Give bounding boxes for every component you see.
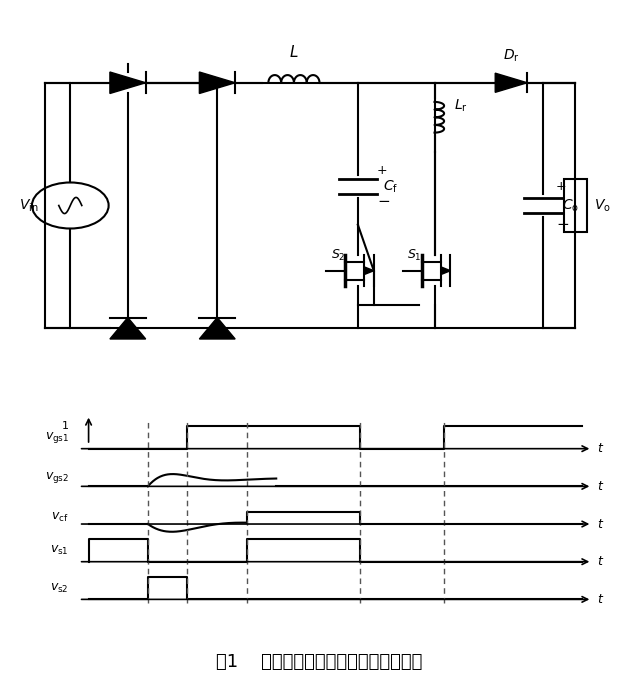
Text: −: − (556, 217, 569, 232)
Text: $S_{1}$: $S_{1}$ (407, 248, 422, 263)
Text: $V_{\mathrm{in}}$: $V_{\mathrm{in}}$ (19, 197, 38, 214)
Text: $v_{\mathrm{s2}}$: $v_{\mathrm{s2}}$ (50, 582, 69, 595)
Text: $v_{\mathrm{cf}}$: $v_{\mathrm{cf}}$ (51, 511, 69, 524)
Text: +: + (377, 164, 388, 177)
Polygon shape (199, 318, 235, 339)
Polygon shape (110, 318, 146, 339)
Text: 1: 1 (62, 421, 69, 431)
Text: $v_{\mathrm{gs2}}$: $v_{\mathrm{gs2}}$ (45, 470, 69, 485)
Bar (564, 179, 587, 232)
Polygon shape (495, 73, 527, 92)
Polygon shape (199, 72, 235, 93)
Text: 图1    扩展周期准谐振功率因数校正电路: 图1 扩展周期准谐振功率因数校正电路 (217, 653, 422, 671)
Text: $V_{\mathrm{o}}$: $V_{\mathrm{o}}$ (594, 197, 611, 214)
Text: $t$: $t$ (597, 443, 604, 455)
Polygon shape (364, 267, 374, 275)
Text: $D_{\mathrm{r}}$: $D_{\mathrm{r}}$ (503, 47, 520, 64)
Text: $t$: $t$ (597, 593, 604, 606)
Text: $v_{\mathrm{s1}}$: $v_{\mathrm{s1}}$ (50, 544, 69, 557)
Text: $C_{\mathrm{o}}$: $C_{\mathrm{o}}$ (562, 197, 580, 214)
Text: $L$: $L$ (289, 44, 298, 60)
Text: $L_{\mathrm{r}}$: $L_{\mathrm{r}}$ (454, 97, 468, 114)
Text: $S_{2}$: $S_{2}$ (330, 248, 345, 263)
Text: $t$: $t$ (597, 556, 604, 568)
Text: $C_{\mathrm{f}}$: $C_{\mathrm{f}}$ (383, 178, 399, 195)
Polygon shape (441, 267, 450, 275)
Text: $v_{\mathrm{gs1}}$: $v_{\mathrm{gs1}}$ (45, 430, 69, 445)
Text: $t$: $t$ (597, 518, 604, 530)
Text: −: − (377, 194, 390, 209)
Text: +: + (556, 180, 567, 192)
Text: $t$: $t$ (597, 480, 604, 493)
Polygon shape (110, 72, 146, 93)
